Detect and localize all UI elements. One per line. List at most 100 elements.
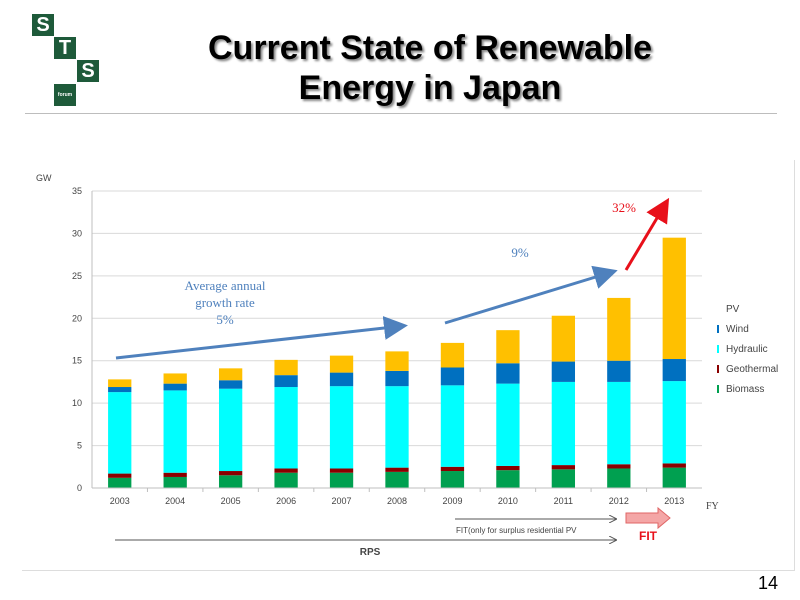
mid-growth-value: 9% [511, 245, 529, 260]
bar-wind-2011 [551, 361, 576, 382]
bar-pv-2012 [607, 297, 631, 361]
mid-growth-arrow [444, 265, 618, 325]
bar-biomass-2012 [607, 468, 631, 488]
y-tick-label: 5 [77, 441, 82, 451]
avg-growth-value: 5% [216, 312, 234, 327]
y-tick-label: 15 [72, 356, 82, 366]
bar-biomass-2003 [108, 477, 132, 488]
x-tick-label: 2010 [498, 496, 518, 506]
bar-biomass-2009 [440, 471, 465, 488]
avg-growth-label-line1: Average annual [185, 278, 266, 293]
bar-wind-2013 [662, 359, 686, 382]
bar-geothermal-2003 [108, 473, 132, 478]
bar-wind-2004 [163, 383, 187, 391]
bar-hydraulic-2004 [163, 390, 187, 473]
bar-pv-2004 [163, 373, 187, 384]
legend-label-hydraulic: Hydraulic [726, 344, 768, 355]
chart-frame [22, 160, 795, 571]
bar-hydraulic-2013 [662, 381, 686, 464]
bar-pv-2013 [662, 237, 686, 360]
legend-label-wind: Wind [726, 324, 749, 335]
title-divider [25, 113, 777, 114]
bar-biomass-2004 [163, 476, 187, 488]
y-tick-label: 20 [72, 313, 82, 323]
x-tick-label: 2013 [664, 496, 684, 506]
bar-geothermal-2004 [163, 472, 187, 477]
bar-wind-2009 [440, 367, 465, 386]
bar-hydraulic-2005 [218, 388, 243, 472]
recent-growth-value: 32% [612, 200, 636, 215]
y-tick-label: 35 [72, 186, 82, 196]
bar-hydraulic-2011 [551, 381, 576, 466]
x-tick-label: 2012 [609, 496, 629, 506]
logo-letter-s2: S [77, 60, 99, 82]
bar-hydraulic-2006 [274, 387, 298, 469]
page-number: 14 [757, 573, 778, 593]
slide-title: Current State of Renewable Energy in Jap… [150, 28, 710, 108]
legend-swatch-pv [717, 305, 719, 313]
bar-pv-2011 [551, 315, 576, 362]
legend-label-geothermal: Geothermal [726, 364, 778, 375]
bar-wind-2005 [218, 380, 243, 389]
x-axis-label: FY [706, 501, 719, 512]
bar-biomass-2011 [551, 469, 576, 488]
legend-label-biomass: Biomass [726, 384, 764, 395]
fit-surplus-label: FIT(only for surplus residential PV [456, 526, 577, 535]
bar-wind-2003 [108, 387, 132, 393]
fit-block-arrow [625, 506, 671, 530]
recent-growth-arrow [624, 197, 670, 271]
bar-geothermal-2012 [607, 464, 631, 469]
bar-pv-2009 [440, 342, 465, 368]
bar-biomass-2013 [662, 467, 686, 488]
bar-hydraulic-2012 [607, 381, 631, 465]
y-axis-label: GW [36, 173, 52, 183]
slide-title-line2: Energy in Japan [298, 69, 562, 107]
bar-hydraulic-2007 [329, 386, 354, 469]
bar-hydraulic-2003 [108, 392, 132, 474]
y-tick-label: 0 [77, 483, 82, 493]
bar-hydraulic-2010 [496, 383, 520, 466]
bar-biomass-2006 [274, 472, 298, 488]
x-tick-label: 2005 [221, 496, 241, 506]
x-tick-label: 2011 [554, 496, 573, 506]
bar-hydraulic-2009 [440, 385, 465, 467]
x-tick-label: 2004 [165, 496, 185, 506]
bar-biomass-2008 [385, 471, 409, 488]
y-tick-label: 30 [72, 228, 82, 238]
bar-geothermal-2006 [274, 468, 298, 473]
y-tick-label: 10 [72, 398, 82, 408]
bar-pv-2008 [385, 351, 409, 371]
legend-swatch-geothermal [717, 365, 719, 373]
bar-geothermal-2007 [329, 468, 354, 473]
bar-pv-2006 [274, 359, 298, 376]
bar-pv-2010 [496, 330, 520, 364]
bar-geothermal-2011 [551, 465, 576, 470]
bar-geothermal-2013 [662, 463, 686, 468]
bar-geothermal-2009 [440, 466, 465, 472]
y-tick-label: 25 [72, 271, 82, 281]
x-tick-label: 2003 [110, 496, 130, 506]
bar-geothermal-2005 [218, 471, 243, 476]
bar-biomass-2007 [329, 472, 354, 488]
rps-label: RPS [360, 547, 381, 558]
legend-swatch-hydraulic [717, 345, 719, 353]
bar-biomass-2005 [218, 475, 243, 488]
bar-geothermal-2008 [385, 467, 409, 472]
avg-growth-label-line2: growth rate [195, 295, 255, 310]
sts-forum-logo: S T S forum [32, 14, 102, 106]
slide-title-line1: Current State of Renewable [208, 29, 652, 67]
bar-pv-2007 [329, 355, 354, 373]
legend-swatch-biomass [717, 385, 719, 393]
chart-legend: PV Wind Hydraulic Geothermal Biomass [717, 304, 778, 395]
fit-label: FIT [639, 529, 658, 543]
x-tick-label: 2009 [442, 496, 462, 506]
bar-wind-2006 [274, 375, 298, 388]
bar-wind-2010 [496, 363, 520, 384]
logo-letter-t: T [54, 37, 76, 59]
bar-wind-2007 [329, 372, 354, 387]
logo-forum: forum [54, 84, 76, 106]
x-tick-label: 2006 [276, 496, 296, 506]
logo-letter-s1: S [32, 14, 54, 36]
bar-pv-2003 [108, 379, 132, 388]
